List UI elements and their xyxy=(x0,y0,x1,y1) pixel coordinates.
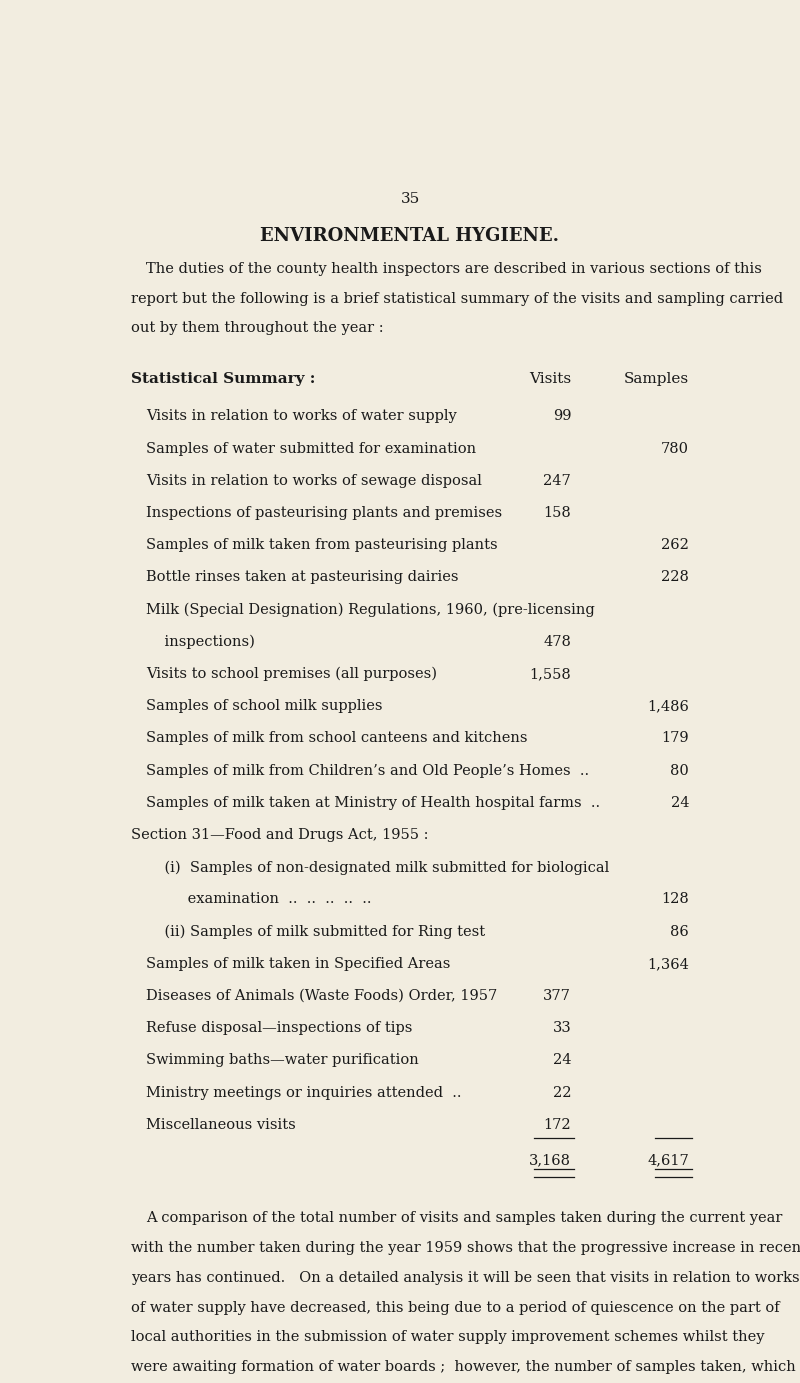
Text: 86: 86 xyxy=(670,925,689,939)
Text: 172: 172 xyxy=(543,1117,571,1131)
Text: Diseases of Animals (Waste Foods) Order, 1957: Diseases of Animals (Waste Foods) Order,… xyxy=(146,989,498,1003)
Text: 228: 228 xyxy=(661,570,689,585)
Text: Visits in relation to works of water supply: Visits in relation to works of water sup… xyxy=(146,409,458,423)
Text: Miscellaneous visits: Miscellaneous visits xyxy=(146,1117,296,1131)
Text: Samples of milk taken from pasteurising plants: Samples of milk taken from pasteurising … xyxy=(146,538,498,552)
Text: Samples of milk from Children’s and Old People’s Homes  ..: Samples of milk from Children’s and Old … xyxy=(146,763,590,777)
Text: 478: 478 xyxy=(543,635,571,649)
Text: 3,168: 3,168 xyxy=(530,1153,571,1167)
Text: 33: 33 xyxy=(553,1021,571,1036)
Text: Visits in relation to works of sewage disposal: Visits in relation to works of sewage di… xyxy=(146,474,482,488)
Text: 262: 262 xyxy=(661,538,689,552)
Text: inspections): inspections) xyxy=(146,635,255,649)
Text: Samples of water submitted for examination: Samples of water submitted for examinati… xyxy=(146,441,477,455)
Text: 247: 247 xyxy=(543,474,571,488)
Text: 35: 35 xyxy=(400,191,420,206)
Text: Inspections of pasteurising plants and premises: Inspections of pasteurising plants and p… xyxy=(146,506,502,520)
Text: 1,364: 1,364 xyxy=(647,957,689,971)
Text: Swimming baths—water purification: Swimming baths—water purification xyxy=(146,1054,419,1068)
Text: Samples of school milk supplies: Samples of school milk supplies xyxy=(146,700,383,714)
Text: 1,486: 1,486 xyxy=(647,700,689,714)
Text: 22: 22 xyxy=(553,1086,571,1099)
Text: Samples: Samples xyxy=(624,372,689,386)
Text: 4,617: 4,617 xyxy=(647,1153,689,1167)
Text: Statistical Summary :: Statistical Summary : xyxy=(131,372,315,386)
Text: 99: 99 xyxy=(553,409,571,423)
Text: 780: 780 xyxy=(661,441,689,455)
Text: Visits to school premises (all purposes): Visits to school premises (all purposes) xyxy=(146,667,438,682)
Text: examination  ..  ..  ..  ..  ..: examination .. .. .. .. .. xyxy=(146,892,372,906)
Text: Samples of milk taken at Ministry of Health hospital farms  ..: Samples of milk taken at Ministry of Hea… xyxy=(146,795,601,810)
Text: 1,558: 1,558 xyxy=(530,667,571,680)
Text: (i)  Samples of non-designated milk submitted for biological: (i) Samples of non-designated milk submi… xyxy=(146,860,610,874)
Text: 179: 179 xyxy=(662,732,689,745)
Text: (ii) Samples of milk submitted for Ring test: (ii) Samples of milk submitted for Ring … xyxy=(146,925,486,939)
Text: Visits: Visits xyxy=(529,372,571,386)
Text: local authorities in the submission of water supply improvement schemes whilst t: local authorities in the submission of w… xyxy=(131,1330,765,1344)
Text: Milk (Special Designation) Regulations, 1960, (pre-licensing: Milk (Special Designation) Regulations, … xyxy=(146,603,595,617)
Text: Samples of milk from school canteens and kitchens: Samples of milk from school canteens and… xyxy=(146,732,528,745)
Text: 24: 24 xyxy=(670,795,689,810)
Text: report but the following is a brief statistical summary of the visits and sampli: report but the following is a brief stat… xyxy=(131,292,783,306)
Text: Bottle rinses taken at pasteurising dairies: Bottle rinses taken at pasteurising dair… xyxy=(146,570,459,585)
Text: 24: 24 xyxy=(553,1054,571,1068)
Text: Ministry meetings or inquiries attended  ..: Ministry meetings or inquiries attended … xyxy=(146,1086,462,1099)
Text: The duties of the county health inspectors are described in various sections of : The duties of the county health inspecto… xyxy=(146,261,762,275)
Text: of water supply have decreased, this being due to a period of quiescence on the : of water supply have decreased, this bei… xyxy=(131,1300,780,1315)
Text: years has continued.   On a detailed analysis it will be seen that visits in rel: years has continued. On a detailed analy… xyxy=(131,1271,800,1285)
Text: 80: 80 xyxy=(670,763,689,777)
Text: ENVIRONMENTAL HYGIENE.: ENVIRONMENTAL HYGIENE. xyxy=(261,227,559,245)
Text: out by them throughout the year :: out by them throughout the year : xyxy=(131,321,384,336)
Text: Samples of milk taken in Specified Areas: Samples of milk taken in Specified Areas xyxy=(146,957,451,971)
Text: 158: 158 xyxy=(543,506,571,520)
Text: 128: 128 xyxy=(662,892,689,906)
Text: Refuse disposal—inspections of tips: Refuse disposal—inspections of tips xyxy=(146,1021,413,1036)
Text: were awaiting formation of water boards ;  however, the number of samples taken,: were awaiting formation of water boards … xyxy=(131,1361,796,1375)
Text: A comparison of the total number of visits and samples taken during the current : A comparison of the total number of visi… xyxy=(146,1212,783,1225)
Text: 377: 377 xyxy=(543,989,571,1003)
Text: Section 31—Food and Drugs Act, 1955 :: Section 31—Food and Drugs Act, 1955 : xyxy=(131,828,429,842)
Text: with the number taken during the year 1959 shows that the progressive increase i: with the number taken during the year 19… xyxy=(131,1241,800,1254)
